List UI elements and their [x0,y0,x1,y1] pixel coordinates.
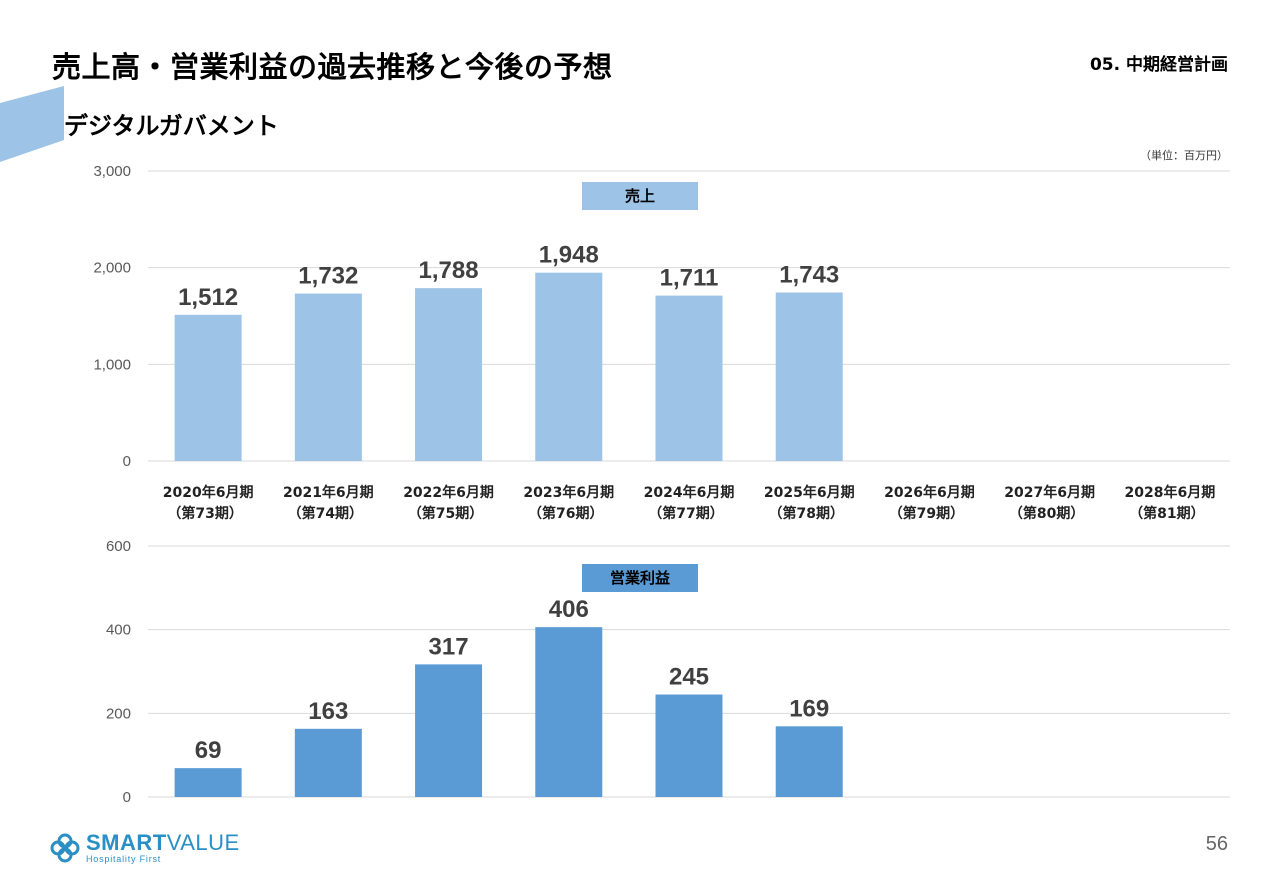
segment-subtitle: デジタルガバメント [64,112,279,140]
profit-data-label: 406 [549,596,589,623]
sales-data-label: 1,743 [779,262,839,289]
x-category-label: 2023年6月期 [523,484,614,501]
x-category-sublabel: （第80期） [1009,505,1084,522]
logo-text-regular: VALUE [166,830,240,855]
x-category-sublabel: （第74期） [288,505,363,522]
sales-y-tick-label: 1,000 [93,356,131,373]
profit-title-badge [582,564,698,592]
profit-y-tick-label: 0 [123,789,131,806]
sales-bar [174,314,242,461]
x-category-label: 2022年6月期 [403,484,494,501]
x-category-label: 2024年6月期 [644,484,735,501]
logo-text-bold: SMART [86,830,167,855]
sales-bar [294,293,362,461]
sales-bar [655,295,723,461]
company-logo: SMARTVALUE Hospitality First [50,832,240,864]
x-category-label: 2020年6月期 [163,484,254,501]
page-title: 売上高・営業利益の過去推移と今後の予想 [52,50,613,84]
sales-bar [775,292,843,461]
x-category-sublabel: （第75期） [408,505,483,522]
profit-data-label: 169 [789,695,829,722]
profit-data-label: 245 [669,664,709,691]
sales-title-badge [582,182,698,210]
sales-y-tick-label: 2,000 [93,260,131,277]
sales-bar [535,272,603,461]
sales-data-label: 1,711 [660,265,719,292]
profit-bar [415,664,483,797]
profit-y-tick-label: 600 [106,538,131,555]
x-category-sublabel: （第81期） [1129,505,1204,522]
profit-y-tick-label: 200 [106,705,131,722]
profit-y-tick-label: 400 [106,622,131,639]
x-category-sublabel: （第79期） [889,505,964,522]
sales-bar [415,288,483,461]
sales-data-label: 1,732 [298,263,358,290]
x-category-sublabel: （第76期） [528,505,603,522]
logo-flower-icon [50,833,80,863]
accent-banner-shape [0,86,64,162]
x-category-label: 2025年6月期 [764,484,855,501]
profit-chart-title: 営業利益 [610,569,670,587]
x-category-sublabel: （第77期） [648,505,723,522]
profit-bar [174,768,242,797]
sales-data-label: 1,788 [419,257,479,284]
profit-data-label: 163 [308,698,348,725]
unit-label: （単位：百万円） [1140,149,1228,162]
x-category-sublabel: （第73期） [167,505,242,522]
logo-tagline: Hospitality First [86,854,162,864]
page-number: 56 [1205,833,1228,855]
sales-y-tick-label: 3,000 [93,163,131,180]
profit-data-label: 317 [429,633,469,660]
sales-chart-title: 売上 [625,187,655,205]
x-category-sublabel: （第78期） [768,505,843,522]
sales-y-tick-label: 0 [123,453,131,470]
x-category-label: 2021年6月期 [283,484,374,501]
sales-data-label: 1,512 [178,284,238,311]
x-category-label: 2028年6月期 [1125,484,1216,501]
profit-bar [294,728,362,797]
profit-bar [535,627,603,797]
x-category-label: 2026年6月期 [884,484,975,501]
profit-bar [775,726,843,797]
sales-data-label: 1,948 [539,242,599,269]
section-label: 05. 中期経営計画 [1089,55,1228,75]
profit-bar [655,694,723,797]
profit-data-label: 69 [195,737,222,764]
x-category-label: 2027年6月期 [1004,484,1095,501]
